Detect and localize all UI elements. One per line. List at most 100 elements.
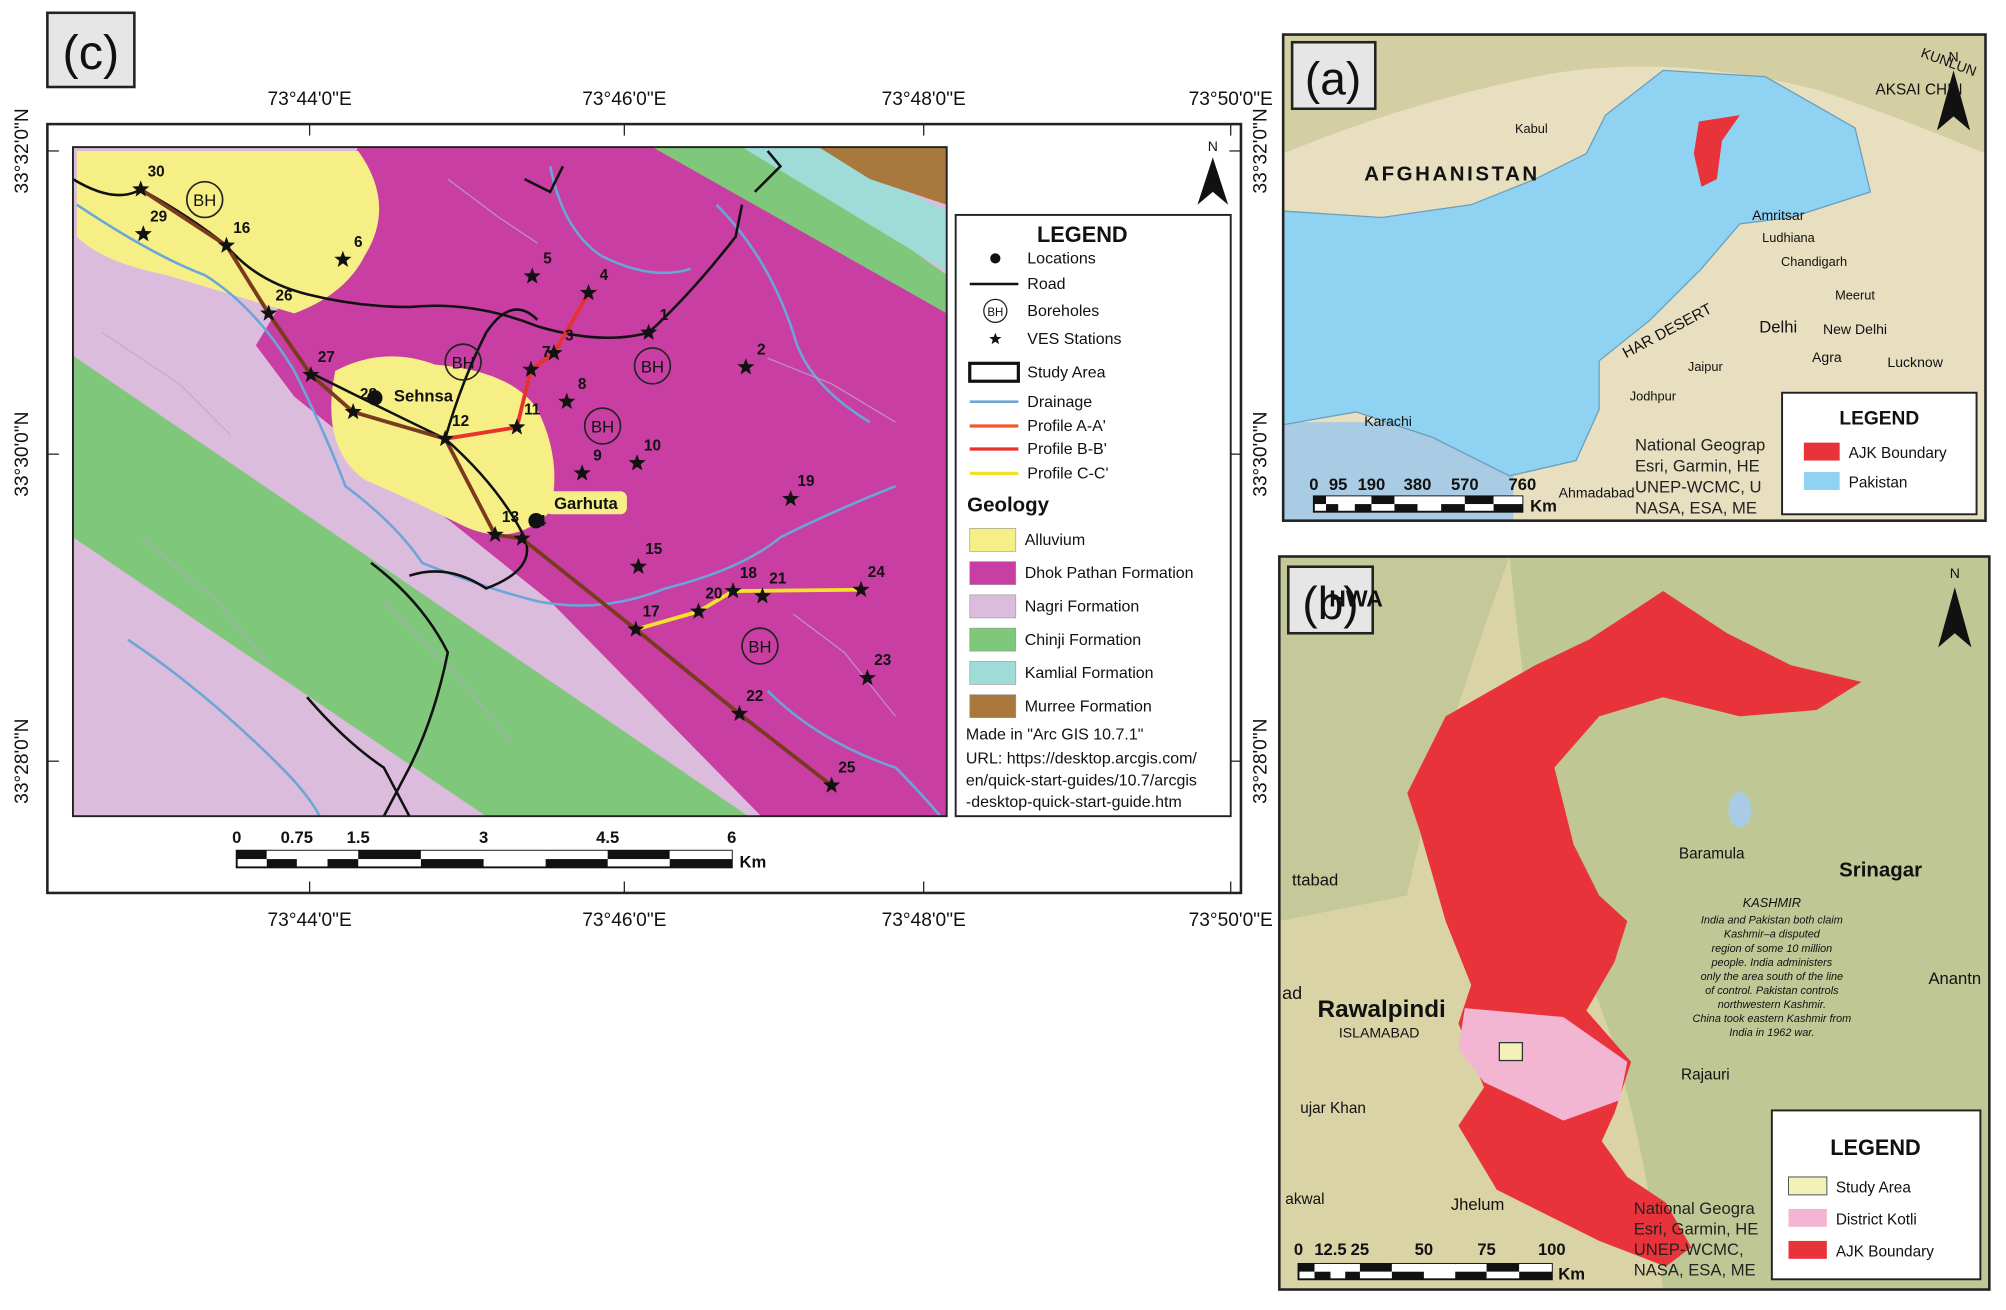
scale-segment <box>327 859 359 868</box>
chinji <box>652 147 947 314</box>
scale-unit: Km <box>1530 497 1557 516</box>
scale-label: 0 <box>1309 475 1318 494</box>
station-label: 29 <box>150 208 167 225</box>
borehole-label: BH <box>748 637 771 656</box>
scale-label: 1.5 <box>347 828 370 847</box>
lat-label: 33°28'0"N <box>1251 719 1272 804</box>
path <box>447 178 538 244</box>
scale-segment <box>1326 504 1339 512</box>
lon-label: 73°50'0"E <box>1189 910 1273 931</box>
place-name: Rawalpindi <box>1318 996 1446 1023</box>
note-line: northwestern Kashmir. <box>1718 999 1826 1011</box>
panel-label: (a) <box>1305 53 1361 105</box>
path <box>523 165 565 194</box>
scale-label: 50 <box>1415 1240 1434 1259</box>
place-bg <box>545 491 627 515</box>
borehole <box>633 347 672 385</box>
station-label: 4 <box>600 267 609 284</box>
scale-label: 0 <box>232 828 241 847</box>
scale-label: 380 <box>1404 475 1432 494</box>
scale-segment <box>669 850 732 860</box>
path <box>792 613 897 717</box>
scale-segment <box>1345 1263 1360 1272</box>
lon-label: 73°46'0"E <box>582 910 666 931</box>
scale-label: 570 <box>1451 475 1479 494</box>
legend-swatch <box>969 661 1017 685</box>
map-border <box>1281 33 1987 522</box>
ves-station <box>782 489 800 507</box>
place-name: HWA <box>1329 585 1383 611</box>
legend-item: Road <box>1027 276 1065 293</box>
ves-station <box>628 454 646 471</box>
ves-station <box>334 250 352 267</box>
scale-segment <box>1326 496 1339 505</box>
scale-segment <box>1391 1271 1424 1280</box>
credit: Made in "Arc GIS 10.7.1" <box>966 726 1144 743</box>
lat-label: 33°30'0"N <box>12 412 33 497</box>
scale-label: 100 <box>1538 1240 1566 1259</box>
ves-station <box>823 776 841 793</box>
station-label: 21 <box>769 570 787 587</box>
legend-swatch <box>1803 472 1840 490</box>
lat-label: 33°30'0"N <box>1251 412 1272 497</box>
label-box <box>1287 565 1374 635</box>
path <box>76 203 538 603</box>
attribution: NASA, ESA, ME <box>1635 499 1757 518</box>
lat-label: 33°32'0"N <box>1251 108 1272 193</box>
ves-station <box>513 529 531 546</box>
station-label: 13 <box>502 509 519 526</box>
scale-segment <box>1493 496 1523 505</box>
station-label: 16 <box>233 220 250 237</box>
path <box>370 561 450 817</box>
scale-bar: 0 12.5 25 50 75 100 Km <box>1294 1240 1585 1283</box>
station-label: 28 <box>360 386 378 403</box>
attribution: National Geograp <box>1635 435 1765 454</box>
scale-segment <box>1345 1271 1360 1280</box>
ves-station <box>558 392 576 409</box>
legend-item: Murree Formation <box>1025 698 1152 715</box>
attribution: Esri, Garmin, HE <box>1634 1220 1759 1239</box>
scale-segment <box>545 850 608 860</box>
north-label: N <box>1948 48 1958 64</box>
place-name: New Delhi <box>1823 321 1887 337</box>
place-name: Kabul <box>1515 121 1548 136</box>
chinji <box>72 355 749 817</box>
scale-segment <box>420 859 484 868</box>
path <box>766 689 942 817</box>
legend-item: Study Area <box>1027 364 1105 381</box>
ves-station <box>344 402 362 420</box>
scale-bar: 0 95 190 380 570 760 Km <box>1309 475 1557 516</box>
legend-symbol <box>990 253 1001 264</box>
place-name: Baramula <box>1679 845 1745 862</box>
path <box>140 536 270 666</box>
location-dot <box>528 512 544 529</box>
drainage <box>76 166 942 817</box>
station-label: 12 <box>452 413 469 430</box>
note: India and Pakistan both claim Kashmir–a d… <box>1692 915 1851 1040</box>
scale-segment <box>1394 496 1418 505</box>
station-label: 5 <box>543 251 552 268</box>
place-name: Meerut <box>1835 287 1875 302</box>
scale-segment <box>1394 504 1418 512</box>
legend-title: LEGEND <box>1037 222 1128 247</box>
legend-item: Locations <box>1027 251 1095 268</box>
borehole <box>741 627 779 665</box>
graticule-labels: 73°44'0"E 73°44'0"E 73°46'0"E 73°46'0"E 73°4… <box>12 89 1273 931</box>
place-name: Jodhpur <box>1630 388 1677 403</box>
place-name: Srinagar <box>1839 858 1922 881</box>
scale-segment <box>1354 496 1372 505</box>
borehole <box>185 180 224 219</box>
place-name: Sehnsa <box>394 387 454 406</box>
url: -desktop-quick-start-guide.htm <box>966 794 1182 811</box>
legend-items: Locations Road BH Boreholes VES Stations Stud… <box>968 251 1194 719</box>
station-label: 8 <box>578 376 587 393</box>
scale-segment <box>607 850 670 860</box>
attribution: UNEP-WCMC, U <box>1635 478 1762 497</box>
scale-label: 6 <box>727 828 736 847</box>
place-name: Delhi <box>1759 318 1797 337</box>
lat-label: 33°28'0"N <box>12 719 33 804</box>
borehole-label: BH <box>591 417 614 436</box>
legend-swatch <box>1788 1208 1827 1227</box>
